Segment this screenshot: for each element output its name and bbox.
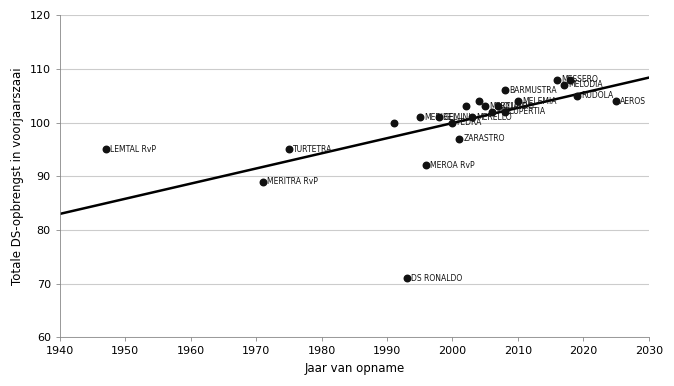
Point <box>480 103 491 110</box>
Point <box>572 93 582 99</box>
Point <box>512 98 523 104</box>
Point <box>421 163 432 169</box>
Y-axis label: Totale DS-opbrengst in voorjaarszaai: Totale DS-opbrengst in voorjaarszaai <box>11 68 24 285</box>
Text: LEMTAL RvP: LEMTAL RvP <box>110 145 156 154</box>
Point <box>284 146 295 152</box>
Point <box>434 114 445 120</box>
Text: MERELLO: MERELLO <box>477 113 512 122</box>
Text: MERIBEL: MERIBEL <box>424 113 457 122</box>
Point <box>611 98 621 104</box>
Text: MEL: MEL <box>496 107 512 116</box>
Point <box>499 109 510 115</box>
Text: ZARASTRO: ZARASTRO <box>463 134 505 143</box>
Text: DS RONALDO: DS RONALDO <box>411 274 462 283</box>
Text: MELODIA: MELODIA <box>568 80 603 90</box>
X-axis label: Jaar van opname: Jaar van opname <box>304 362 404 375</box>
Point <box>388 119 399 125</box>
Text: QUATRO: QUATRO <box>503 102 534 111</box>
Text: MEROA RvP: MEROA RvP <box>431 161 475 170</box>
Text: RUDOLA: RUDOLA <box>581 91 613 100</box>
Point <box>565 76 576 83</box>
Text: BARMUSTRA: BARMUSTRA <box>509 86 557 95</box>
Text: FEDRA: FEDRA <box>457 118 482 127</box>
Text: GEMINI: GEMINI <box>443 113 471 122</box>
Point <box>454 135 464 142</box>
Text: MERCURO: MERCURO <box>489 102 528 111</box>
Point <box>499 87 510 93</box>
Text: TURTETRA: TURTETRA <box>293 145 332 154</box>
Point <box>447 119 458 125</box>
Point <box>552 76 563 83</box>
Text: CUPERTIA: CUPERTIA <box>509 107 546 116</box>
Point <box>460 103 471 110</box>
Point <box>487 109 497 115</box>
Text: AEROS: AEROS <box>620 96 646 105</box>
Point <box>493 103 503 110</box>
Point <box>466 114 477 120</box>
Point <box>100 146 111 152</box>
Text: MERITRA RvP: MERITRA RvP <box>267 177 317 186</box>
Point <box>401 275 412 281</box>
Point <box>558 82 569 88</box>
Text: MELEMIA: MELEMIA <box>522 96 557 105</box>
Point <box>415 114 425 120</box>
Point <box>473 98 484 104</box>
Point <box>257 178 268 185</box>
Text: MESSERO: MESSERO <box>561 75 599 84</box>
